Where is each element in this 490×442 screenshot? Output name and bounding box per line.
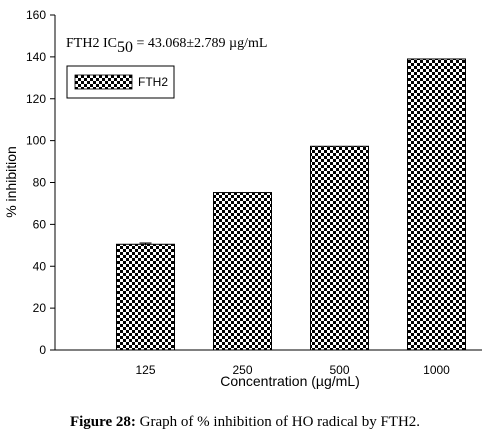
bar — [213, 192, 272, 351]
bar — [310, 145, 369, 351]
y-axis-title: % inhibition — [3, 146, 19, 218]
bar-chart: 0 20 40 60 80 100 120 140 160 125 250 500 1000 % in… — [3, 8, 482, 389]
ic50-prefix: FTH2 IC — [66, 36, 117, 51]
y-tick-label: 40 — [33, 259, 47, 273]
x-tick-label: 500 — [329, 363, 349, 377]
y-tick-label: 100 — [26, 134, 46, 148]
legend-entry-ftH2: FTH2 — [138, 75, 168, 89]
x-tick-label: 125 — [135, 363, 155, 377]
bars-layer — [116, 58, 466, 351]
y-ticks-layer: 0 20 40 60 80 100 120 140 160 — [26, 8, 55, 357]
y-tick-label: 160 — [26, 8, 46, 22]
y-tick-label: 60 — [33, 217, 47, 231]
y-tick-label: 20 — [33, 301, 47, 315]
error-bars-layer — [139, 242, 152, 246]
bar — [407, 58, 466, 351]
y-tick-label: 140 — [26, 50, 46, 64]
x-axis-title: Concentration (µg/mL) — [220, 373, 360, 389]
figure-caption: Figure 28: Graph of % inhibition of HO r… — [0, 414, 490, 431]
legend-swatch — [74, 74, 133, 90]
ic50-value: = 43.068±2.789 µg/mL — [133, 36, 267, 51]
caption-text: Graph of % inhibition of HO radical by F… — [135, 414, 421, 430]
x-ticks-layer: 125 250 500 1000 — [135, 363, 450, 377]
ic50-annotation: FTH2 IC50 = 43.068±2.789 µg/mL — [66, 36, 267, 56]
ic50-subscript: 50 — [117, 39, 133, 56]
legend: FTH2 — [66, 65, 175, 99]
bar — [116, 243, 175, 351]
y-tick-label: 0 — [39, 343, 46, 357]
y-tick-label: 120 — [26, 92, 46, 106]
x-tick-label: 1000 — [423, 363, 450, 377]
y-tick-label: 80 — [33, 176, 47, 190]
x-tick-label: 250 — [232, 363, 252, 377]
caption-label: Figure 28: — [69, 414, 136, 430]
